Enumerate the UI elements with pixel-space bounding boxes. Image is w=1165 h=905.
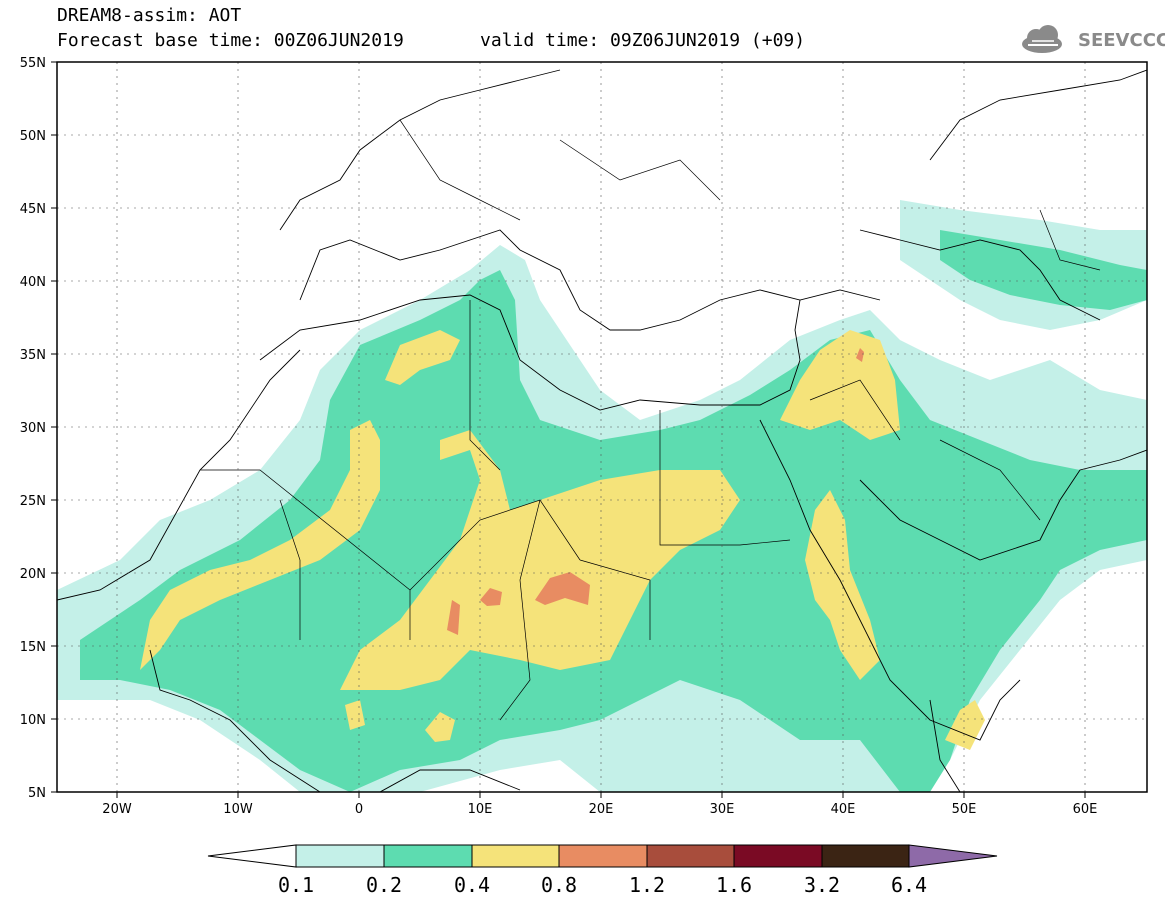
lat-tick-label: 25N: [20, 494, 46, 509]
aot-band-0-4: [425, 712, 455, 742]
logo-text: SEEVCCC: [1078, 30, 1165, 51]
lon-tick-label: 20E: [589, 802, 614, 817]
colorbar-swatch: [383, 844, 473, 868]
colorbar-swatch: [821, 844, 910, 868]
seevccc-logo: [1022, 25, 1062, 53]
lon-tick-label: 10W: [223, 802, 253, 817]
base-time-label: Forecast base time: 00Z06JUN2019: [57, 30, 404, 51]
colorbar-label: 1.6: [716, 873, 752, 897]
aot-band-0-8: [535, 572, 590, 605]
colorbar-swatch: [295, 844, 385, 868]
aot-band-0-4: [780, 330, 900, 440]
country-borders: [200, 119, 1101, 721]
map-title: DREAM8-assim: AOT: [57, 5, 242, 26]
colorbar-swatch: [558, 844, 648, 868]
aot-band-0-2: [940, 230, 1147, 310]
colorbar-swatch-over: [908, 844, 998, 868]
lat-tick-label: 35N: [20, 348, 46, 363]
lat-tick-label: 55N: [20, 56, 46, 71]
aot-field: [57, 69, 1147, 792]
gridlines: [57, 62, 1147, 792]
colorbar-swatch: [733, 844, 823, 868]
colorbar-swatch: [646, 844, 735, 868]
lon-tick-label: 30E: [710, 802, 735, 817]
tick-marks: [51, 61, 1086, 798]
lat-tick-label: 10N: [20, 713, 46, 728]
aot-band-0-4: [385, 330, 460, 385]
lon-tick-label: 40E: [831, 802, 856, 817]
aot-band-0-8: [856, 348, 864, 362]
colorbar: [207, 844, 998, 868]
lon-tick-label: 60E: [1073, 802, 1098, 817]
aot-band-0-4: [345, 700, 365, 730]
aot-band-0-4: [340, 430, 740, 690]
colorbar-label: 0.8: [541, 873, 577, 897]
lon-tick-label: 0: [355, 802, 363, 817]
colorbar-label: 0.1: [278, 873, 314, 897]
lon-tick-label: 10E: [468, 802, 493, 817]
colorbar-label: 0.4: [454, 873, 490, 897]
lat-tick-label: 30N: [20, 421, 46, 436]
valid-time-label: valid time: 09Z06JUN2019 (+09): [480, 30, 806, 51]
colorbar-label: 0.2: [366, 873, 402, 897]
lon-tick-label: 50E: [952, 802, 977, 817]
aot-band-0-8: [480, 588, 502, 606]
colorbar-swatch: [471, 844, 560, 868]
aot-band-0-4: [140, 420, 380, 670]
colorbar-label: 6.4: [891, 873, 927, 897]
lat-tick-label: 15N: [20, 640, 46, 655]
lat-tick-label: 40N: [20, 275, 46, 290]
lon-tick-label: 20W: [102, 802, 132, 817]
colorbar-label: 3.2: [804, 873, 840, 897]
lat-tick-label: 20N: [20, 567, 46, 582]
coastlines: [57, 69, 1147, 792]
colorbar-label: 1.2: [629, 873, 665, 897]
lat-tick-label: 5N: [28, 786, 46, 801]
lat-tick-label: 45N: [20, 202, 46, 217]
cloud-icon: [1022, 25, 1062, 53]
aot-band-0-8: [447, 600, 460, 635]
aot-band-0-4: [945, 700, 985, 750]
colorbar-swatch-under: [207, 844, 297, 868]
lat-tick-label: 50N: [20, 129, 46, 144]
